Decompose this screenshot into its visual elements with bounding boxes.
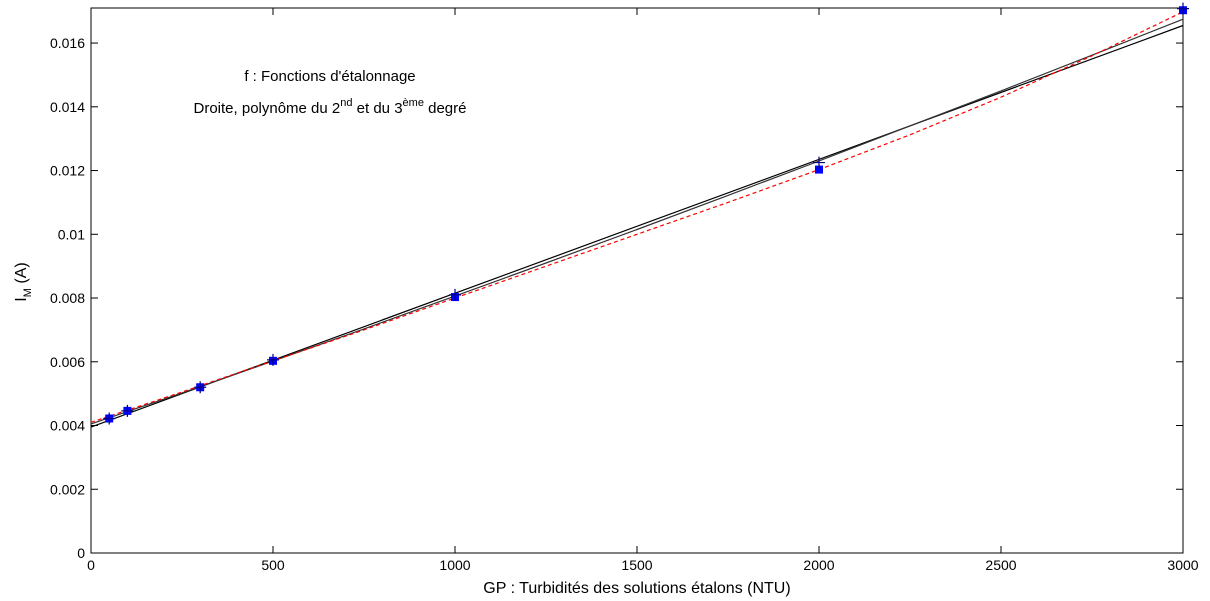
y-axis-label: IM (A): [13, 262, 34, 301]
x-axis: 0 500 1000 1500 2000 2500 3000: [87, 8, 1199, 573]
x-tick-label: 1500: [621, 557, 652, 573]
x-tick-label: 2000: [803, 557, 834, 573]
x-tick-label: 0: [87, 557, 95, 573]
annotation-line2: Droite, polynôme du 2nd et du 3ème degré: [194, 97, 467, 117]
y-tick-label: 0.004: [50, 418, 85, 434]
y-tick-label: 0: [77, 545, 85, 561]
x-tick-label: 3000: [1167, 557, 1198, 573]
y-tick-label: 0.012: [50, 163, 85, 179]
annotation-line1: f : Fonctions d'étalonnage: [244, 68, 415, 85]
y-tick-label: 0.008: [50, 290, 85, 306]
data-point-plus: [813, 156, 825, 169]
annotation-sup-eme: ème: [403, 97, 424, 109]
series-layer: [90, 2, 1189, 428]
data-point-plus: [103, 412, 116, 425]
y-tick-label: 0.014: [50, 99, 85, 115]
data-point-square: [815, 165, 823, 174]
annotation-line2-middle: et du 3: [353, 100, 403, 117]
x-axis-label: GP : Turbidités des solutions étalons (N…: [483, 580, 790, 597]
x-tick-label: 500: [261, 557, 285, 573]
data-point-plus: [194, 381, 207, 394]
plot-area: [90, 7, 1184, 554]
annotation-sup-nd: nd: [340, 97, 352, 109]
y-axis: 0 0.002 0.004 0.006 0.008 0.01 0.012 0.014 0.016: [50, 35, 1183, 561]
data-point-plus: [449, 288, 461, 301]
x-tick-label: 2500: [985, 557, 1016, 573]
y-axis-label-sub: M: [22, 288, 34, 297]
data-point-plus: [121, 404, 134, 417]
y-tick-label: 0.002: [50, 481, 85, 497]
annotation-line2-suffix: degré: [424, 100, 467, 117]
y-tick-label: 0.006: [50, 354, 85, 370]
y-axis-label-unit: (A): [13, 262, 30, 288]
annotation-line2-prefix: Droite, polynôme du 2: [194, 100, 341, 117]
x-tick-label: 1000: [439, 557, 470, 573]
y-tick-label: 0.016: [50, 35, 85, 51]
y-axis-label-main: I: [13, 297, 30, 301]
data-point-plus: [1177, 2, 1189, 15]
data-point-plus: [267, 353, 279, 366]
y-tick-label: 0.01: [58, 226, 85, 242]
